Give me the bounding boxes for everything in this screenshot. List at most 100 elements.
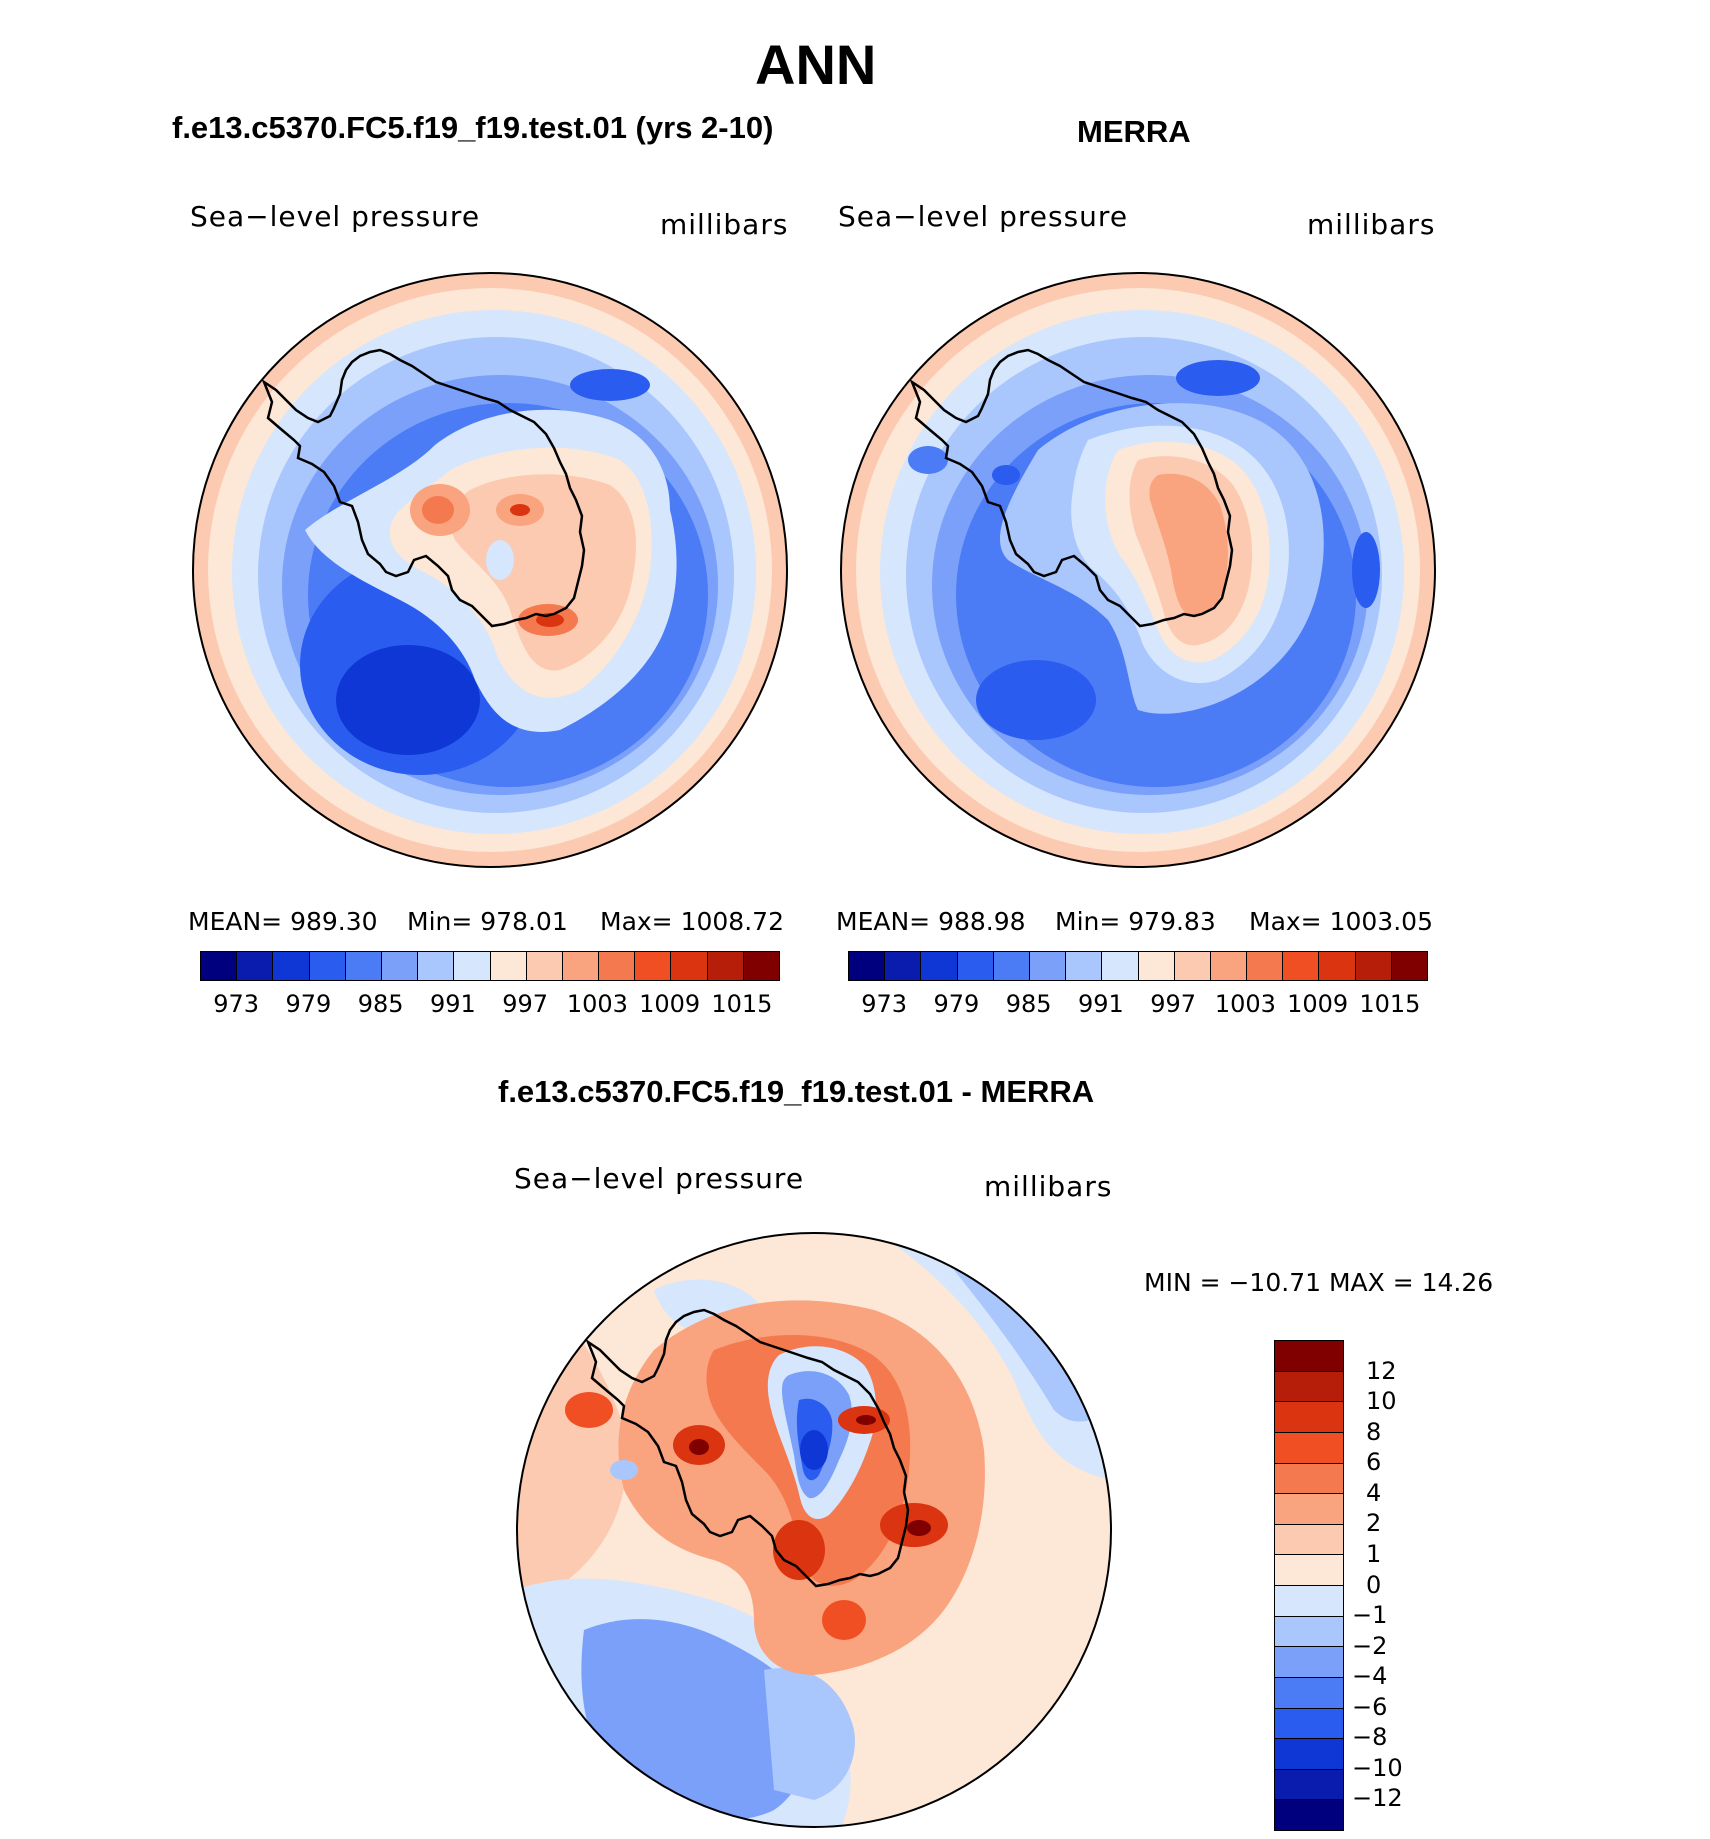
colorbar-swatch	[562, 952, 600, 980]
colorbar-swatch	[273, 952, 310, 980]
obs-colorbar-ticks: 973 979 985 991 997 1003 1009 1015	[848, 990, 1426, 1020]
colorbar-swatch	[1275, 1494, 1343, 1525]
diff-colorbar	[1274, 1340, 1344, 1831]
colorbar-swatch	[381, 952, 419, 980]
model-max-stat: Max= 1008.72	[600, 907, 784, 936]
colorbar-tick-label: 2	[1366, 1509, 1382, 1538]
colorbar-swatch	[1029, 952, 1067, 980]
colorbar-tick-label: 979	[285, 990, 332, 1018]
colorbar-tick-label: 979	[933, 990, 980, 1018]
colorbar-tick-label: 1015	[1359, 990, 1421, 1018]
colorbar-swatch	[1275, 1616, 1343, 1648]
colorbar-tick-label: 973	[861, 990, 908, 1018]
colorbar-swatch	[957, 952, 994, 980]
colorbar-swatch	[1275, 1800, 1343, 1830]
model-min-stat: Min= 978.01	[407, 907, 568, 936]
colorbar-swatch	[418, 952, 455, 980]
colorbar-swatch	[309, 952, 346, 980]
colorbar-swatch	[1210, 952, 1248, 980]
diff-minmax-stat: MIN = −10.71 MAX = 14.26	[1144, 1268, 1494, 1297]
colorbar-swatch	[1275, 1647, 1343, 1678]
obs-units-label: millibars	[1307, 208, 1436, 241]
colorbar-swatch	[1275, 1555, 1343, 1586]
model-mean-stat: MEAN= 989.30	[188, 907, 378, 936]
obs-mean-stat: MEAN= 988.98	[836, 907, 1026, 936]
obs-colorbar	[848, 951, 1428, 981]
colorbar-tick-label: 991	[429, 990, 476, 1018]
colorbar-swatch	[1283, 952, 1320, 980]
colorbar-tick-label: 0	[1366, 1570, 1382, 1599]
colorbar-swatch	[1138, 952, 1175, 980]
colorbar-swatch	[1275, 1739, 1343, 1770]
colorbar-tick-label: 973	[213, 990, 260, 1018]
colorbar-swatch	[237, 952, 274, 980]
colorbar-swatch	[1275, 1524, 1343, 1556]
diff-units-label: millibars	[984, 1170, 1113, 1203]
colorbar-swatch	[921, 952, 958, 980]
colorbar-swatch	[1391, 952, 1427, 980]
colorbar-tick-label: −10	[1352, 1753, 1403, 1782]
colorbar-tick-label: 1015	[711, 990, 773, 1018]
colorbar-swatch	[849, 952, 886, 980]
colorbar-tick-label: −12	[1352, 1784, 1403, 1813]
colorbar-swatch	[1247, 952, 1284, 980]
colorbar-tick-label: 1009	[1287, 990, 1349, 1018]
colorbar-swatch	[1102, 952, 1139, 980]
colorbar-tick-label: −1	[1352, 1601, 1388, 1630]
colorbar-tick-label: 8	[1366, 1417, 1382, 1446]
colorbar-tick-label: −8	[1352, 1723, 1388, 1752]
colorbar-tick-label: −6	[1352, 1692, 1388, 1721]
colorbar-tick-label: 1003	[1214, 990, 1276, 1018]
colorbar-swatch	[1275, 1463, 1343, 1495]
obs-panel-title: MERRA	[1077, 114, 1191, 149]
page-title: ANN	[755, 33, 877, 96]
colorbar-swatch	[635, 952, 672, 980]
colorbar-tick-label: 1003	[566, 990, 628, 1018]
obs-variable-label: Sea−level pressure	[838, 200, 1129, 233]
model-colorbar	[200, 951, 780, 981]
colorbar-swatch	[1275, 1371, 1343, 1403]
colorbar-tick-label: 6	[1366, 1448, 1382, 1477]
colorbar-swatch	[993, 952, 1030, 980]
colorbar-swatch	[599, 952, 636, 980]
colorbar-tick-label: −4	[1352, 1662, 1388, 1691]
model-polar-map	[192, 272, 788, 868]
colorbar-swatch	[1355, 952, 1392, 980]
colorbar-swatch	[345, 952, 382, 980]
colorbar-swatch	[743, 952, 779, 980]
colorbar-swatch	[526, 952, 563, 980]
colorbar-swatch	[707, 952, 744, 980]
colorbar-swatch	[1275, 1769, 1343, 1801]
colorbar-tick-label: 991	[1077, 990, 1124, 1018]
colorbar-tick-label: 1	[1366, 1539, 1382, 1568]
model-colorbar-ticks: 973 979 985 991 997 1003 1009 1015	[200, 990, 778, 1020]
colorbar-swatch	[885, 952, 922, 980]
colorbar-swatch	[1319, 952, 1356, 980]
colorbar-tick-label: 1009	[639, 990, 701, 1018]
model-units-label: millibars	[660, 208, 789, 241]
diff-polar-map	[516, 1232, 1112, 1828]
colorbar-tick-label: −2	[1352, 1631, 1388, 1660]
colorbar-tick-label: 12	[1366, 1356, 1397, 1385]
model-variable-label: Sea−level pressure	[190, 200, 481, 233]
colorbar-swatch	[671, 952, 708, 980]
colorbar-swatch	[1275, 1402, 1343, 1433]
colorbar-tick-label: 997	[502, 990, 549, 1018]
obs-min-stat: Min= 979.83	[1055, 907, 1216, 936]
colorbar-tick-label: 985	[1005, 990, 1052, 1018]
obs-polar-map	[840, 272, 1436, 868]
colorbar-swatch	[454, 952, 491, 980]
obs-max-stat: Max= 1003.05	[1249, 907, 1433, 936]
diff-panel-title: f.e13.c5370.FC5.f19_f19.test.01 - MERRA	[498, 1074, 1095, 1109]
colorbar-swatch	[1275, 1708, 1343, 1740]
colorbar-swatch	[1174, 952, 1211, 980]
model-panel-title: f.e13.c5370.FC5.f19_f19.test.01 (yrs 2-1…	[172, 110, 774, 145]
colorbar-tick-label: 997	[1150, 990, 1197, 1018]
colorbar-swatch	[1275, 1586, 1343, 1617]
colorbar-tick-label: 985	[357, 990, 404, 1018]
colorbar-tick-label: 4	[1366, 1478, 1382, 1507]
diff-variable-label: Sea−level pressure	[514, 1162, 805, 1195]
colorbar-tick-label: 10	[1366, 1387, 1397, 1416]
diff-colorbar-ticks: 12 10 8 6 4 2 1 0 −1 −2 −4 −6 −8 −10 −12	[1352, 1340, 1452, 1829]
colorbar-swatch	[1275, 1341, 1343, 1372]
